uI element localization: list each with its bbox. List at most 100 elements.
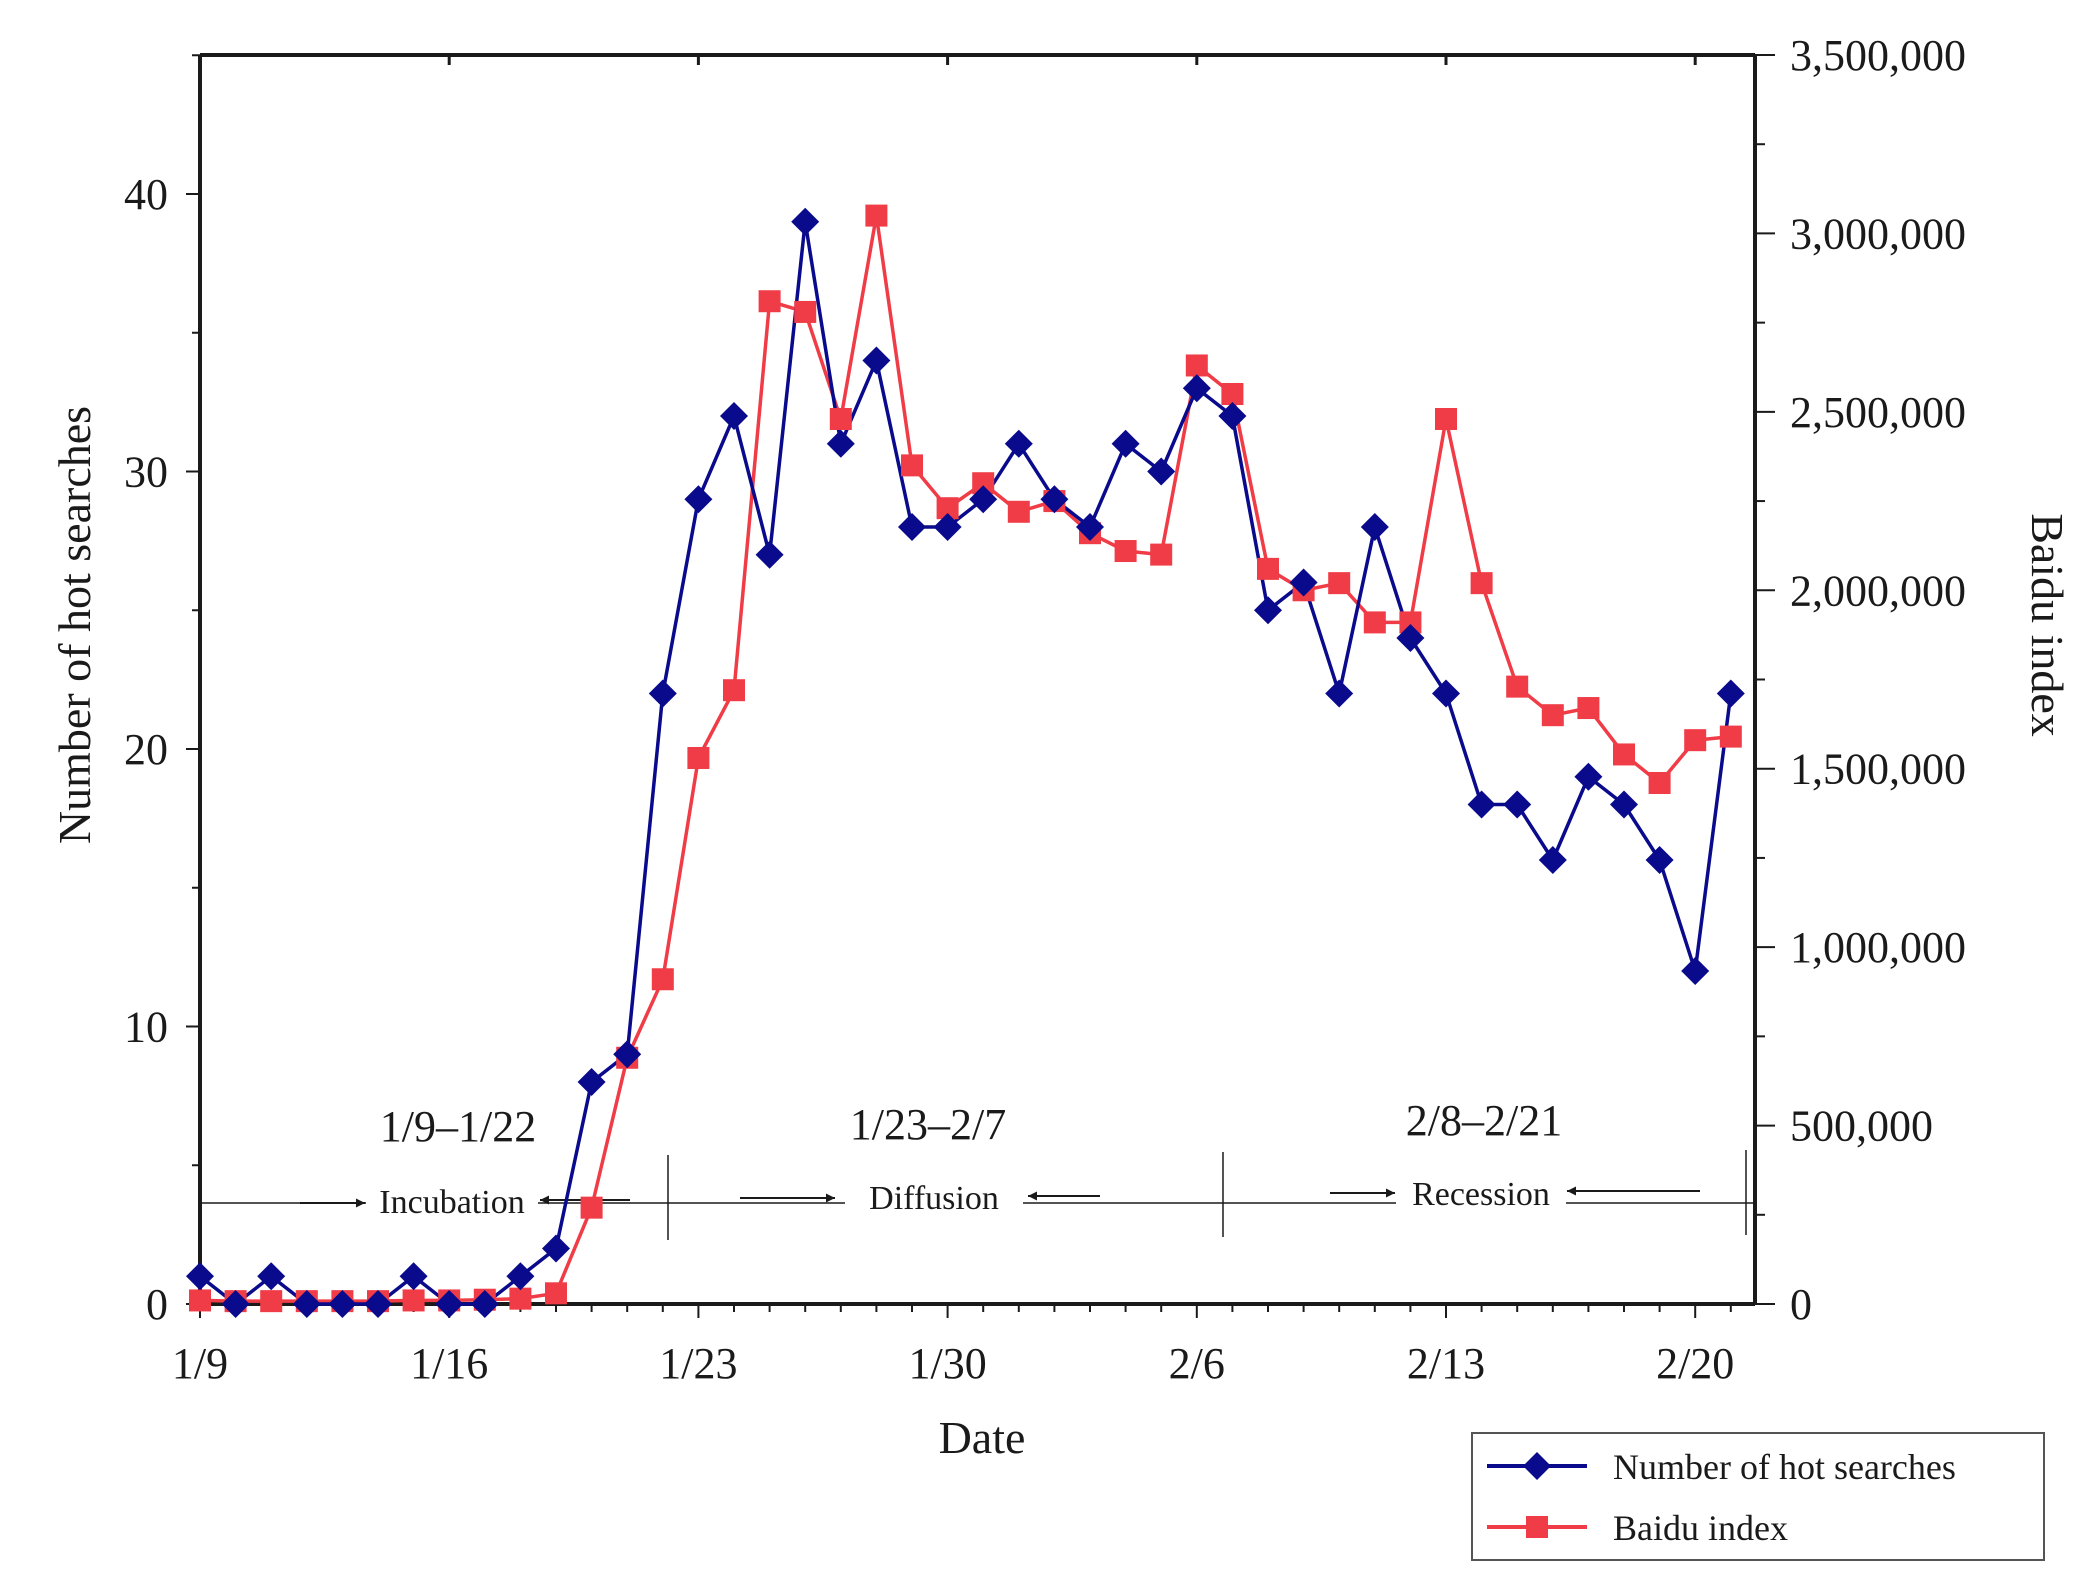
hot-searches-point — [186, 1262, 214, 1291]
legend-label: Baidu index — [1613, 1508, 1788, 1548]
phase-label-bg — [845, 1174, 1023, 1220]
baidu-index-point — [402, 1289, 425, 1312]
hot-searches-point — [1218, 402, 1247, 430]
hot-searches-point — [720, 402, 748, 430]
hot-searches-point — [1040, 485, 1069, 514]
baidu-index-point — [723, 679, 745, 702]
baidu-index-point — [1470, 572, 1493, 595]
baidu-index-point — [794, 300, 817, 323]
hot-searches-point — [1432, 679, 1460, 708]
hot-searches-point — [1396, 624, 1425, 652]
left-tick-label: 20 — [124, 725, 168, 774]
legend-label: Number of hot searches — [1613, 1447, 1956, 1487]
legend-swatch-diamond — [1523, 1452, 1551, 1480]
baidu-index-point — [758, 290, 781, 313]
hot-searches-point — [826, 429, 855, 458]
baidu-index-point — [972, 472, 995, 495]
left-tick-label: 0 — [146, 1280, 168, 1329]
left-tick-label: 40 — [124, 170, 168, 219]
hot-searches-point — [755, 540, 784, 569]
right-tick-label: 3,000,000 — [1790, 209, 1966, 258]
baidu-index-point — [1114, 540, 1137, 563]
baidu-index-point — [1435, 407, 1457, 430]
right-tick-label: 500,000 — [1790, 1102, 1933, 1151]
hot-searches-point — [933, 513, 962, 541]
hot-searches-point — [862, 346, 891, 375]
left-tick-label: 30 — [124, 448, 168, 497]
baidu-index-point — [509, 1287, 532, 1310]
hot-searches-point — [969, 485, 998, 514]
x-tick-label: 1/30 — [908, 1339, 986, 1388]
baidu-index-point — [1363, 611, 1386, 634]
hot-searches-point — [1467, 790, 1496, 819]
baidu-index-point — [1719, 725, 1742, 748]
baidu-index-point — [687, 747, 710, 770]
baidu-index-point — [580, 1196, 603, 1219]
x-tick-label: 1/16 — [410, 1339, 488, 1388]
baidu-index-point — [260, 1290, 283, 1313]
left-axis-title: Number of hot searches — [49, 406, 100, 844]
hot-searches-point — [1610, 790, 1638, 819]
baidu-index-point — [1613, 743, 1635, 766]
hot-searches-point — [1254, 596, 1282, 625]
phase-range-label: 1/9–1/22 — [380, 1102, 536, 1151]
legend: Number of hot searches Baidu index — [1471, 1432, 2045, 1561]
baidu-index-point — [1684, 729, 1707, 752]
hot-searches-point — [1111, 429, 1140, 458]
hot-searches-point — [399, 1262, 428, 1291]
baidu-index-point — [1648, 771, 1671, 794]
right-tick-label: 1,500,000 — [1790, 745, 1966, 794]
phase-name-label: Incubation — [379, 1184, 524, 1221]
phase-range-label: 2/8–2/21 — [1406, 1096, 1562, 1145]
baidu-index-point — [1257, 557, 1279, 580]
hot-searches-point — [328, 1290, 357, 1318]
baidu-index-point — [1328, 572, 1351, 595]
right-tick-label: 1,000,000 — [1790, 923, 1966, 972]
hot-searches-point — [1360, 513, 1389, 541]
hot-searches-point — [470, 1290, 499, 1318]
tick-labels: 1/9 1/16 1/23 1/30 2/6 2/13 2/20 0 10 20 30 40 0 500,… — [124, 31, 1966, 1388]
hot-searches-point — [791, 207, 820, 236]
baidu-index-point — [1399, 611, 1422, 634]
hot-searches-point — [613, 1040, 642, 1069]
hot-searches-point — [898, 513, 926, 541]
baidu-index-point — [1221, 383, 1244, 406]
hot-searches-point — [1289, 568, 1318, 597]
hot-searches-point — [257, 1262, 286, 1291]
baidu-index-point — [865, 204, 888, 227]
right-tick-label: 2,000,000 — [1790, 566, 1966, 615]
right-tick-label: 2,500,000 — [1790, 388, 1966, 437]
phase-annotations: 1/9–1/22 1/23–2/7 2/8–2/21 Incubation Di… — [200, 1096, 1755, 1240]
hot-searches-point — [1681, 957, 1710, 985]
right-axis-title: Baidu index — [2022, 513, 2073, 737]
hot-searches-point — [435, 1290, 464, 1318]
hot-searches-point — [577, 1068, 606, 1096]
hot-searches-point — [1574, 762, 1603, 791]
hot-searches-point — [1004, 429, 1033, 458]
left-tick-label: 10 — [124, 1003, 168, 1052]
phase-label-bg — [366, 1178, 538, 1224]
x-axis-title: Date — [939, 1412, 1026, 1463]
hot-searches-point — [1147, 457, 1176, 486]
hot-searches-point — [1182, 374, 1211, 403]
baidu-index-point — [189, 1289, 211, 1312]
legend-box — [1471, 1432, 2045, 1561]
phase-range-label: 1/23–2/7 — [850, 1100, 1006, 1149]
x-tick-label: 2/6 — [1169, 1339, 1225, 1388]
hot-searches-point — [221, 1290, 250, 1318]
baidu-index-point — [829, 407, 852, 430]
hot-searches-point — [1716, 679, 1745, 708]
baidu-index-point — [545, 1282, 567, 1305]
hot-searches-point — [1645, 846, 1674, 874]
right-tick-label: 0 — [1790, 1280, 1812, 1329]
x-tick-label: 1/23 — [659, 1339, 737, 1388]
phase-name-label: Recession — [1412, 1176, 1550, 1213]
phase-label-bg — [1396, 1170, 1566, 1216]
hot-searches-point — [648, 679, 677, 708]
baidu-index-point — [1577, 697, 1600, 720]
hot-searches-point — [1503, 790, 1532, 819]
hot-searches-point — [292, 1290, 321, 1318]
hot-searches-point — [684, 485, 713, 514]
baidu-index-point — [1185, 354, 1208, 377]
